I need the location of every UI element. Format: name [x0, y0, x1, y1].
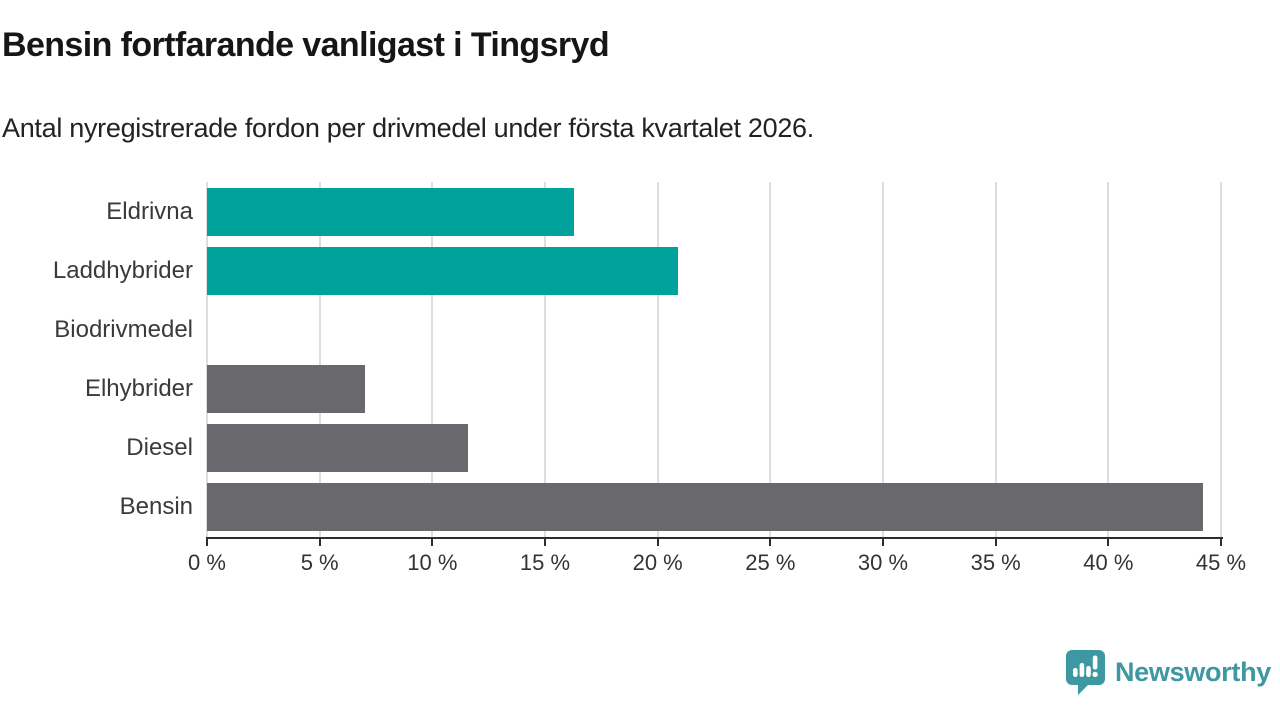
x-tick-label-30: 30 % — [857, 550, 909, 575]
x-tick-45 — [1220, 539, 1222, 546]
x-tick-label-15: 15 % — [519, 550, 571, 575]
gridline-30 — [881, 182, 884, 537]
x-tick-label-5: 5 % — [300, 550, 339, 575]
x-tick-label-0: 0 % — [188, 550, 226, 575]
x-tick-0 — [206, 539, 208, 546]
gridline-45 — [1220, 182, 1222, 537]
x-tick-30 — [882, 539, 884, 546]
x-tick-label-35: 35 % — [970, 550, 1021, 575]
y-label-elhybrider: Elhybrider — [84, 375, 193, 403]
newsworthy-speech-bubble-chart-icon — [1065, 649, 1106, 695]
x-tick-label-40: 40 % — [1083, 550, 1134, 575]
bar-bensin — [207, 483, 1203, 532]
x-axis-line — [206, 537, 1223, 539]
bar-laddhybrider — [207, 246, 678, 295]
x-tick-40 — [1107, 539, 1110, 546]
y-label-laddhybrider: Laddhybrider — [52, 256, 193, 284]
bar-series — [207, 182, 1221, 537]
bar-row-diesel — [207, 419, 1221, 478]
gridline-0 — [206, 182, 208, 537]
plot-area — [206, 182, 1222, 537]
bar-row-laddhybrider — [207, 241, 1221, 300]
bar-row-eldrivna — [207, 182, 1221, 241]
bar-row-elhybrider — [207, 360, 1221, 419]
y-label-eldrivna: Eldrivna — [106, 197, 193, 225]
gridline-35 — [994, 182, 997, 537]
bar-row-bensin — [207, 478, 1221, 537]
bar-elhybrider — [207, 365, 365, 414]
x-tick-15 — [544, 539, 546, 546]
newsworthy-logo: Newsworthy — [1065, 649, 1271, 695]
y-axis-labels: Eldrivna Laddhybrider Biodrivmedel Elhybrid… — [0, 182, 193, 537]
x-tick-label-20: 20 % — [632, 550, 683, 575]
x-tick-25 — [769, 539, 772, 546]
x-tick-5 — [318, 539, 321, 546]
newsworthy-wordmark: Newsworthy — [1114, 656, 1271, 687]
x-tick-label-25: 25 % — [745, 550, 796, 575]
gridline-25 — [769, 182, 772, 537]
y-label-diesel: Diesel — [126, 434, 193, 462]
bar-diesel — [207, 424, 469, 473]
y-label-bensin: Bensin — [119, 493, 193, 521]
chart-subtitle: Antal nyregistrerade fordon per drivmede… — [2, 113, 814, 143]
gridline-15 — [543, 182, 546, 537]
gridline-20 — [656, 182, 659, 537]
bar-eldrivna — [207, 187, 575, 236]
gridline-5 — [318, 182, 321, 537]
x-tick-label-45: 45 % — [1195, 550, 1247, 575]
x-tick-10 — [431, 539, 434, 546]
x-tick-35 — [994, 539, 997, 546]
bar-row-biodrivmedel — [207, 300, 1221, 359]
x-tick-label-10: 10 % — [407, 550, 458, 575]
y-label-biodrivmedel: Biodrivmedel — [54, 315, 193, 343]
x-tick-20 — [656, 539, 659, 546]
gridline-10 — [431, 182, 434, 537]
chart-title: Bensin fortfarande vanligast i Tingsryd — [2, 26, 610, 64]
gridline-40 — [1107, 182, 1110, 537]
